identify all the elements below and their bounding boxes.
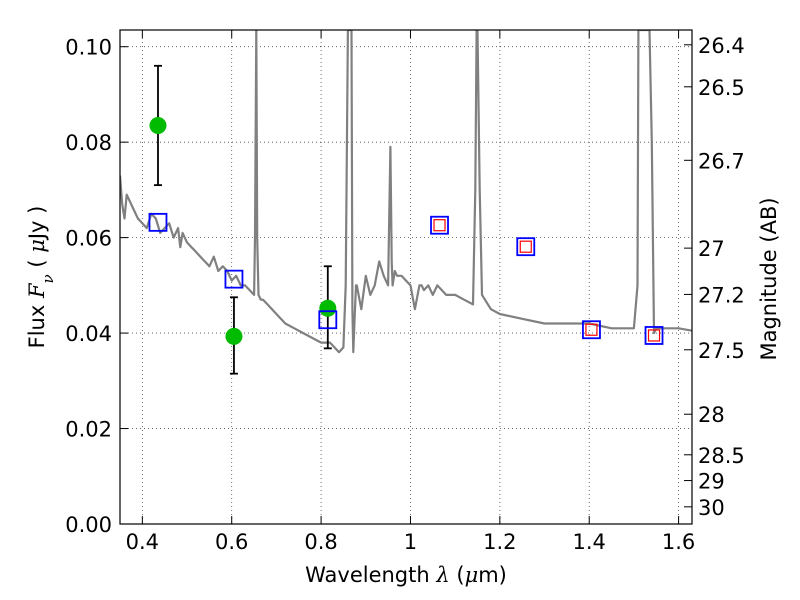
- y-tick-label-0: 0.00: [65, 513, 112, 537]
- data-point-small-square-3: [647, 329, 661, 342]
- data-point-circle-1: [225, 327, 243, 345]
- data-point-square-5: [582, 320, 601, 340]
- y2-tick-label-8: 29: [698, 470, 725, 494]
- data-point-square-3: [430, 215, 449, 235]
- data-point-square-0: [148, 212, 168, 232]
- y2-tick-label-1: 26.5: [698, 76, 745, 100]
- y2-axis-label: Magnitude (AB): [757, 197, 781, 360]
- ticks: [120, 30, 692, 525]
- x-tick-label-1: 0.6: [215, 530, 248, 554]
- template-spectrum-layer: [120, 30, 692, 354]
- x-tick-label-0: 0.4: [126, 530, 159, 554]
- data-point-square-6: [644, 326, 664, 345]
- x-tick-label-5: 1.4: [573, 530, 606, 554]
- y2-tick-label-9: 30: [698, 496, 725, 520]
- x-tick-label-6: 1.6: [662, 530, 695, 554]
- tick-labels: 0.4 0.6 0.8 1 1.2 1.4 1.6 0.00 0.02 0.04 0.06 0.08 0…: [65, 34, 745, 554]
- y-tick-label-1: 0.02: [65, 418, 112, 442]
- y-tick-label-4: 0.08: [65, 131, 112, 155]
- y2-tick-label-2: 26.7: [698, 149, 745, 173]
- y-tick-label-5: 0.10: [65, 36, 112, 60]
- data-point-small-square-0: [433, 219, 446, 232]
- data-point-square-2: [318, 310, 338, 330]
- y-axis-label: Flux Fν ( μJy ): [25, 206, 57, 349]
- x-tick-label-3: 1: [404, 530, 417, 554]
- data-point-small-square-2: [585, 323, 598, 336]
- plot-frame: [119, 29, 693, 525]
- grid: [120, 30, 692, 525]
- y2-tick-label-5: 27.5: [698, 339, 745, 363]
- y2-tick-label-7: 28.5: [698, 444, 745, 468]
- data-point-square-1: [224, 269, 244, 289]
- data-point-small-square-1: [519, 240, 532, 253]
- data-point-circle-0: [149, 116, 167, 134]
- y2-tick-label-3: 27: [698, 237, 725, 261]
- y-tick-label-2: 0.04: [65, 322, 112, 346]
- y2-tick-label-6: 28: [698, 403, 725, 427]
- y-tick-label-3: 0.06: [65, 227, 112, 251]
- data-point-circle-2: [319, 299, 337, 317]
- y2-tick-label-4: 27.2: [698, 283, 745, 307]
- x-tick-label-4: 1.2: [483, 530, 516, 554]
- x-axis-label: Wavelength λ (μm): [305, 563, 507, 587]
- template-spectrum-line: [120, 30, 692, 354]
- y2-tick-label-0: 26.4: [698, 34, 745, 58]
- x-tick-label-2: 0.8: [304, 530, 337, 554]
- data-points-layer: [148, 64, 664, 375]
- data-point-square-4: [516, 237, 536, 257]
